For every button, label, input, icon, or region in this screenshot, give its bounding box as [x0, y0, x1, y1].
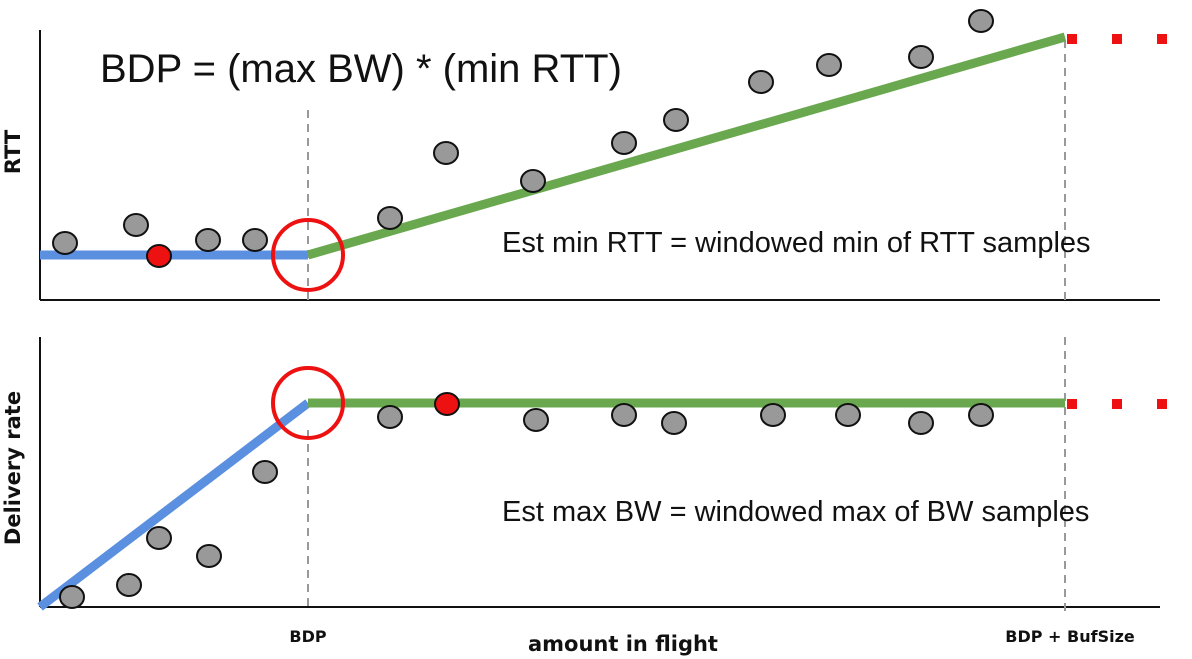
x-axis-label: amount in flight — [528, 632, 718, 656]
delivery-sample — [196, 544, 222, 568]
x-tick-bdp-bufsize: BDP + BufSize — [1005, 627, 1135, 646]
delivery-axis-label: Delivery rate — [1, 391, 25, 545]
formula: BDP = (max BW) * (min RTT) — [100, 47, 622, 91]
delivery-sample — [116, 573, 142, 597]
rtt-bandwidth-limited-line — [306, 32, 1067, 260]
delivery-sample — [523, 408, 549, 432]
rtt-bdp-highlight-circle — [271, 218, 345, 292]
delivery-sample — [661, 411, 687, 435]
rtt-sample — [611, 131, 637, 155]
delivery-sample — [835, 403, 861, 427]
rtt-sample — [663, 108, 689, 132]
delivery-sample — [59, 585, 85, 609]
delivery-bdp-highlight-circle — [271, 366, 345, 440]
delivery-sample — [968, 403, 994, 427]
delivery-sample — [611, 403, 637, 427]
delivery-samples — [59, 392, 994, 609]
rtt-sample — [433, 141, 459, 165]
rtt-panel: BDP = (max BW) * (min RTT) Est min RTT =… — [1, 9, 1175, 301]
delivery-sample — [252, 460, 278, 484]
rtt-annotation: Est min RTT = windowed min of RTT sample… — [502, 227, 1091, 259]
rtt-sample — [816, 53, 842, 77]
delivery-sample — [760, 403, 786, 427]
rtt-sample — [52, 231, 78, 255]
rtt-samples — [52, 9, 994, 268]
delivery-rate-panel: Est max BW = windowed max of BW samples … — [1, 337, 1175, 612]
rtt-sample — [242, 228, 268, 252]
delivery-app-limited-line — [37, 399, 311, 611]
x-tick-bdp: BDP — [289, 627, 326, 646]
delivery-sample — [146, 526, 172, 550]
rtt-sample — [748, 70, 774, 94]
rtt-sample — [377, 206, 403, 230]
rtt-sample — [520, 169, 546, 193]
delivery-annotation: Est max BW = windowed max of BW samples — [502, 496, 1089, 528]
rtt-min-sample — [146, 244, 172, 268]
delivery-sample — [377, 405, 403, 429]
rtt-sample — [123, 213, 149, 237]
rtt-sample — [195, 228, 221, 252]
rtt-sample — [908, 45, 934, 69]
delivery-max-sample — [434, 392, 460, 416]
rtt-sample — [968, 9, 994, 33]
rtt-axis-label: RTT — [1, 129, 25, 174]
delivery-sample — [908, 411, 934, 435]
